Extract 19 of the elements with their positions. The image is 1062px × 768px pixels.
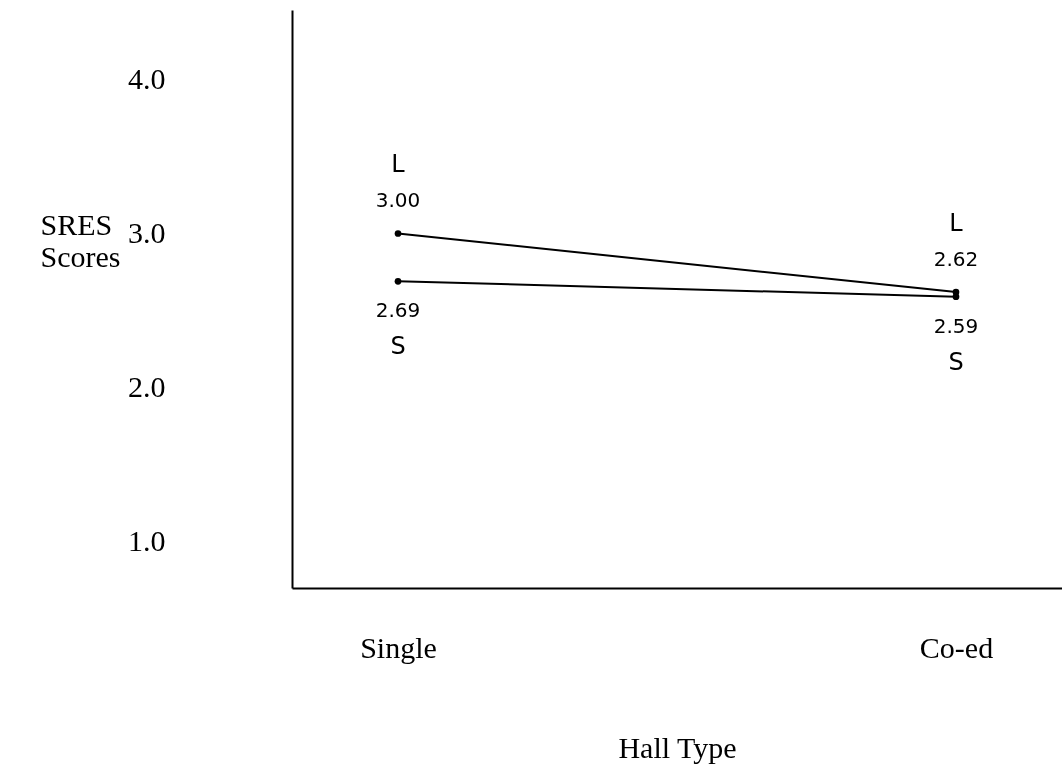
data-label: 2.59 bbox=[933, 313, 979, 338]
text: L bbox=[949, 209, 963, 238]
x-axis-title: Hall Type bbox=[618, 730, 737, 764]
y-axis-title: SRES Scores bbox=[40, 207, 121, 273]
y-tick-label: 2.0 bbox=[128, 370, 166, 404]
text: S bbox=[390, 332, 406, 361]
x-tick-label: Co-ed bbox=[919, 630, 994, 664]
point bbox=[394, 230, 402, 237]
y-tick-label: 4.0 bbox=[128, 61, 166, 95]
data-label: 2.69 bbox=[375, 298, 421, 323]
text: S bbox=[948, 347, 964, 376]
data-label: 3.00 bbox=[375, 188, 421, 213]
point bbox=[394, 277, 402, 285]
point bbox=[952, 293, 960, 301]
text: L bbox=[391, 150, 406, 179]
y-tick-label: 1.0 bbox=[128, 524, 166, 558]
data-label: 2.62 bbox=[933, 247, 979, 272]
y-tick-label: 3.0 bbox=[128, 215, 166, 249]
x-tick-label: Single bbox=[360, 630, 437, 664]
